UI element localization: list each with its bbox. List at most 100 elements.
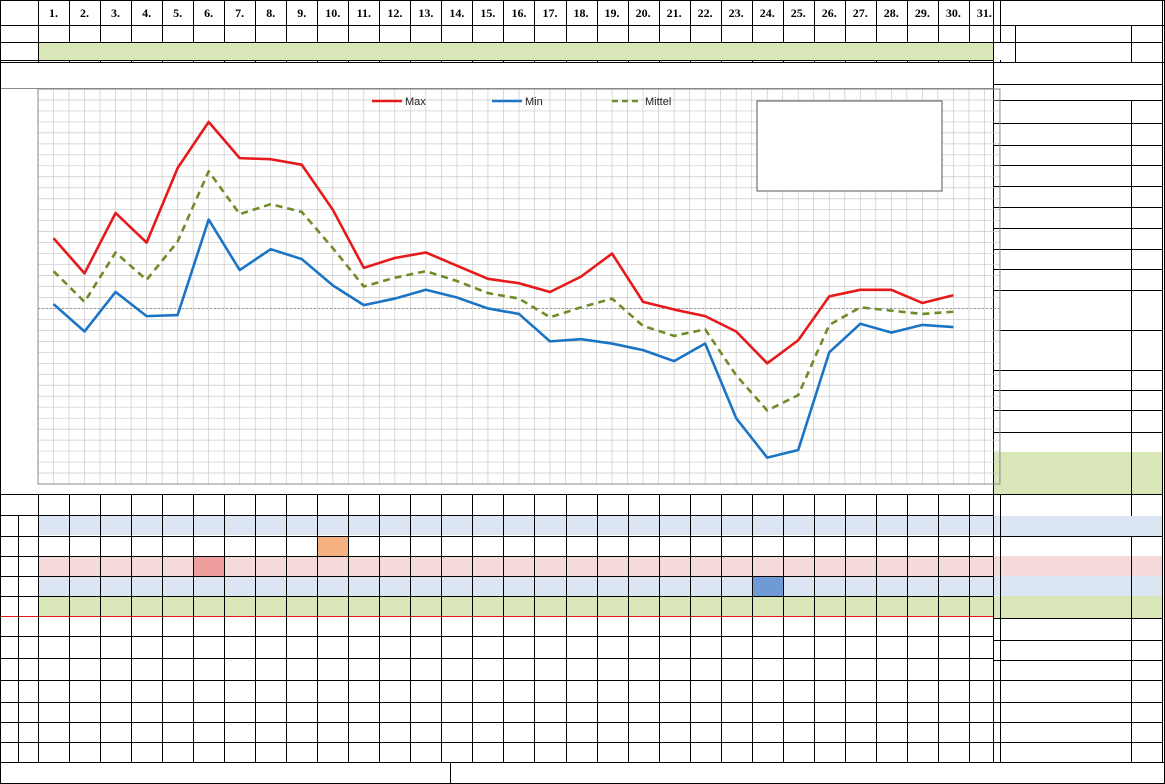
grid-line: [0, 658, 993, 659]
grid-line: [968, 494, 970, 762]
grid-line: [596, 0, 598, 42]
grid-line: [503, 494, 505, 762]
day-header: 5.: [173, 5, 183, 20]
grid-line: [1015, 25, 1016, 62]
grid-line: [937, 60, 939, 62]
grid-line: [0, 576, 993, 577]
day-header: 31.: [976, 5, 992, 20]
grid-line: [286, 60, 288, 62]
side-value: [1131, 596, 1162, 618]
grid-line: [627, 60, 629, 62]
grid-line: [503, 0, 505, 42]
no-data-banner: [38, 42, 993, 60]
grid-line: [0, 42, 1162, 43]
day-header: 30.: [945, 5, 961, 20]
grid-line: [844, 0, 846, 42]
legend-label-mittel: Mittel: [645, 96, 671, 108]
stat-divider: [993, 432, 1162, 433]
grid-line: [0, 515, 993, 516]
side-divider: [993, 618, 1162, 619]
grid-line: [348, 60, 350, 62]
max-cell: [193, 556, 225, 576]
grid-line: [255, 60, 257, 62]
grid-line: [0, 62, 1165, 63]
grid-line: [38, 494, 39, 762]
grid-line: [844, 494, 846, 762]
grid-line: [875, 0, 877, 42]
grid-line: [69, 60, 71, 62]
grid-line: [813, 494, 815, 762]
grid-line: [720, 60, 722, 62]
grid-line: [193, 494, 195, 762]
grid-line: [844, 60, 846, 62]
day-header: 27.: [852, 5, 868, 20]
weather-legend-box: [756, 100, 943, 192]
grid-line: [658, 60, 660, 62]
side-divider: [993, 680, 1162, 681]
stat-divider: [993, 249, 1162, 250]
mean-line: [52, 169, 954, 412]
stat-value: [1131, 452, 1162, 494]
grid-line: [131, 0, 133, 42]
grid-line: [410, 0, 412, 42]
grid-line: [317, 0, 319, 42]
grid-line: [379, 0, 381, 42]
day-header: 28.: [883, 5, 899, 20]
grid-line: [968, 60, 970, 62]
day-header: 7.: [235, 5, 245, 20]
grid-line: [0, 762, 1165, 763]
grid-line: [348, 0, 350, 42]
grid-line: [1162, 0, 1163, 762]
side-label: [993, 596, 1131, 618]
day-header: 26.: [821, 5, 837, 20]
grid-line: [968, 0, 970, 42]
day-header: 17.: [542, 5, 558, 20]
stat-divider: [993, 330, 1162, 331]
side-value: [1131, 556, 1162, 576]
grid-line: [627, 0, 629, 42]
grid-line: [0, 616, 993, 617]
grid-line: [906, 0, 908, 42]
grid-line: [0, 742, 993, 743]
day-header: 21.: [666, 5, 682, 20]
day-header: 16.: [511, 5, 527, 20]
grid-line: [596, 60, 598, 62]
grid-line: [69, 494, 71, 762]
grid-line: [906, 60, 908, 62]
legend-label-max: Max: [405, 96, 426, 108]
grid-line: [782, 60, 784, 62]
grid-line: [1131, 100, 1132, 516]
day-header: 18.: [573, 5, 589, 20]
grid-line: [193, 0, 195, 42]
grid-line: [224, 60, 226, 62]
grid-line: [993, 100, 1162, 101]
side-divider: [993, 722, 1162, 723]
mean-band: [38, 596, 993, 616]
stat-label: [993, 452, 1131, 494]
grid-line: [1131, 25, 1132, 62]
stat-divider: [993, 370, 1162, 371]
grid-line: [38, 60, 39, 62]
day-header: 13.: [418, 5, 434, 20]
grid-line: [751, 494, 753, 762]
grid-line: [379, 60, 381, 62]
grid-line: [162, 494, 164, 762]
grid-line: [0, 702, 993, 703]
grid-line: [596, 494, 598, 762]
day-header: 4.: [142, 5, 152, 20]
grid-line: [658, 0, 660, 42]
grid-line: [379, 494, 381, 762]
grid-line: [0, 0, 1, 784]
stat-divider: [993, 186, 1162, 187]
day-header: 19.: [604, 5, 620, 20]
stat-divider: [993, 123, 1162, 124]
min-line: [52, 218, 954, 459]
day-header: 8.: [266, 5, 276, 20]
grid-line: [751, 60, 753, 62]
grid-line: [69, 0, 71, 42]
max-line: [52, 120, 954, 365]
max-band: [38, 556, 993, 576]
stat-divider: [993, 494, 1162, 495]
grid-line: [410, 494, 412, 762]
